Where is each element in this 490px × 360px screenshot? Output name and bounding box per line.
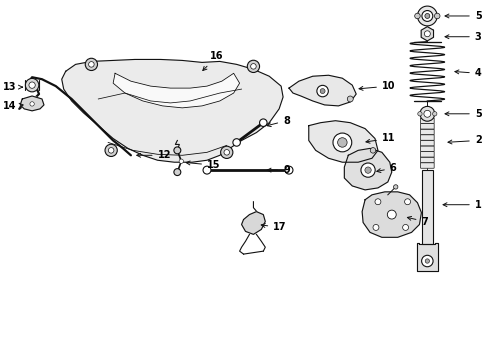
Text: 17: 17 bbox=[261, 222, 287, 233]
Circle shape bbox=[370, 148, 376, 153]
Polygon shape bbox=[242, 212, 265, 234]
Polygon shape bbox=[344, 148, 392, 190]
Circle shape bbox=[320, 89, 325, 94]
Circle shape bbox=[421, 255, 433, 267]
Circle shape bbox=[247, 60, 260, 72]
Circle shape bbox=[424, 31, 430, 37]
Circle shape bbox=[338, 138, 347, 147]
Text: 14: 14 bbox=[3, 101, 23, 111]
Text: 3: 3 bbox=[445, 32, 482, 42]
FancyBboxPatch shape bbox=[420, 118, 434, 123]
Circle shape bbox=[25, 78, 39, 92]
Text: 10: 10 bbox=[359, 81, 395, 91]
Text: 15: 15 bbox=[186, 160, 220, 170]
Circle shape bbox=[415, 13, 420, 19]
Circle shape bbox=[375, 199, 381, 205]
Circle shape bbox=[373, 225, 379, 230]
Circle shape bbox=[365, 167, 371, 173]
Circle shape bbox=[420, 107, 435, 121]
Text: 2: 2 bbox=[448, 135, 482, 145]
Polygon shape bbox=[113, 73, 240, 108]
Circle shape bbox=[433, 112, 437, 116]
Circle shape bbox=[317, 85, 328, 97]
Text: 5: 5 bbox=[445, 11, 482, 21]
Text: 7: 7 bbox=[407, 216, 428, 226]
Circle shape bbox=[361, 163, 375, 177]
Text: 9: 9 bbox=[267, 165, 290, 175]
FancyBboxPatch shape bbox=[420, 157, 434, 163]
Circle shape bbox=[405, 199, 411, 205]
Polygon shape bbox=[20, 96, 44, 111]
Circle shape bbox=[179, 159, 183, 163]
Circle shape bbox=[174, 168, 181, 176]
FancyBboxPatch shape bbox=[420, 123, 434, 129]
Circle shape bbox=[393, 185, 398, 189]
Circle shape bbox=[435, 13, 440, 19]
Text: 8: 8 bbox=[267, 116, 290, 127]
Circle shape bbox=[220, 146, 233, 158]
Text: 6: 6 bbox=[377, 163, 396, 173]
Circle shape bbox=[30, 102, 34, 106]
FancyBboxPatch shape bbox=[420, 146, 434, 152]
Polygon shape bbox=[421, 27, 434, 41]
Circle shape bbox=[174, 147, 181, 154]
Polygon shape bbox=[62, 59, 283, 162]
Circle shape bbox=[418, 112, 422, 116]
Circle shape bbox=[108, 148, 114, 153]
Circle shape bbox=[29, 82, 35, 88]
Circle shape bbox=[424, 110, 431, 117]
Bar bbox=[421, 170, 433, 244]
Circle shape bbox=[260, 119, 267, 126]
Circle shape bbox=[403, 225, 409, 230]
Polygon shape bbox=[289, 75, 356, 106]
Circle shape bbox=[333, 133, 352, 152]
Circle shape bbox=[105, 144, 117, 157]
Text: 5: 5 bbox=[445, 109, 482, 119]
Circle shape bbox=[285, 166, 293, 174]
Text: 11: 11 bbox=[366, 134, 395, 144]
Text: 13: 13 bbox=[3, 82, 23, 92]
Circle shape bbox=[89, 62, 94, 67]
Polygon shape bbox=[309, 121, 378, 162]
Polygon shape bbox=[417, 243, 438, 271]
Circle shape bbox=[224, 149, 229, 155]
FancyBboxPatch shape bbox=[420, 129, 434, 135]
Circle shape bbox=[387, 210, 396, 219]
Circle shape bbox=[347, 96, 353, 102]
Text: 12: 12 bbox=[137, 150, 171, 160]
Circle shape bbox=[233, 139, 241, 146]
Circle shape bbox=[85, 58, 98, 71]
Polygon shape bbox=[362, 192, 421, 237]
Text: 1: 1 bbox=[443, 200, 482, 210]
Text: 16: 16 bbox=[203, 51, 223, 71]
FancyBboxPatch shape bbox=[420, 163, 434, 168]
Circle shape bbox=[417, 6, 437, 26]
FancyBboxPatch shape bbox=[420, 152, 434, 157]
Circle shape bbox=[422, 10, 433, 21]
Circle shape bbox=[425, 259, 430, 263]
FancyBboxPatch shape bbox=[420, 135, 434, 140]
Circle shape bbox=[425, 13, 430, 18]
Circle shape bbox=[251, 64, 256, 69]
FancyBboxPatch shape bbox=[420, 140, 434, 146]
Circle shape bbox=[203, 166, 211, 174]
Text: 4: 4 bbox=[455, 68, 482, 78]
